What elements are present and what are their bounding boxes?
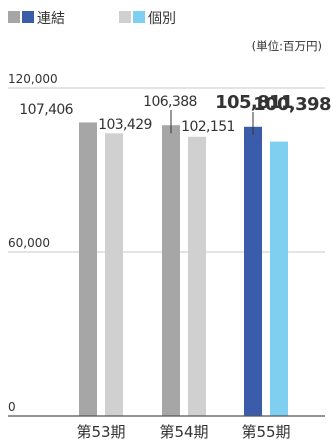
legend-swatch-individual-current <box>133 11 145 23</box>
legend: 連結 個別 <box>8 11 176 27</box>
value-label-consolidated-53: 107,406 <box>19 102 73 118</box>
value-labels: 107,406 106,388 105,811 103,429 102,151 100,3… <box>19 92 331 135</box>
value-label-consolidated-55: 105,811 <box>215 92 293 113</box>
y-tick-label: 0 <box>8 400 16 414</box>
unit-label: (単位:百万円) <box>252 39 322 53</box>
y-tick-label: 60,000 <box>8 236 50 250</box>
y-tick-label: 120,000 <box>8 72 58 86</box>
bar-individual-54 <box>188 136 206 416</box>
value-label-consolidated-54: 106,388 <box>143 94 197 110</box>
x-axis-category-labels: 第53期 第54期 第55期 <box>76 423 290 441</box>
category-label-55: 第55期 <box>241 423 290 441</box>
y-axis-tick-labels: 0 60,000 120,000 <box>8 72 58 414</box>
bar-consolidated-54 <box>162 125 180 417</box>
legend-label-consolidated: 連結 <box>37 11 65 27</box>
value-label-individual-53: 103,429 <box>98 117 152 133</box>
bar-individual-55 <box>270 141 288 416</box>
legend-swatch-individual-past <box>119 11 131 23</box>
value-label-individual-55: 100,398 <box>253 94 331 115</box>
bar-consolidated-53 <box>79 122 97 417</box>
bars <box>79 122 288 417</box>
legend-label-individual: 個別 <box>148 11 176 27</box>
category-label-53: 第53期 <box>76 423 125 441</box>
bar-consolidated-55 <box>244 126 262 416</box>
legend-swatch-consolidated-past <box>8 11 20 23</box>
legend-swatch-consolidated-current <box>22 11 34 23</box>
category-label-54: 第54期 <box>159 423 208 441</box>
value-label-individual-54: 102,151 <box>181 119 235 135</box>
bar-individual-53 <box>105 133 123 416</box>
